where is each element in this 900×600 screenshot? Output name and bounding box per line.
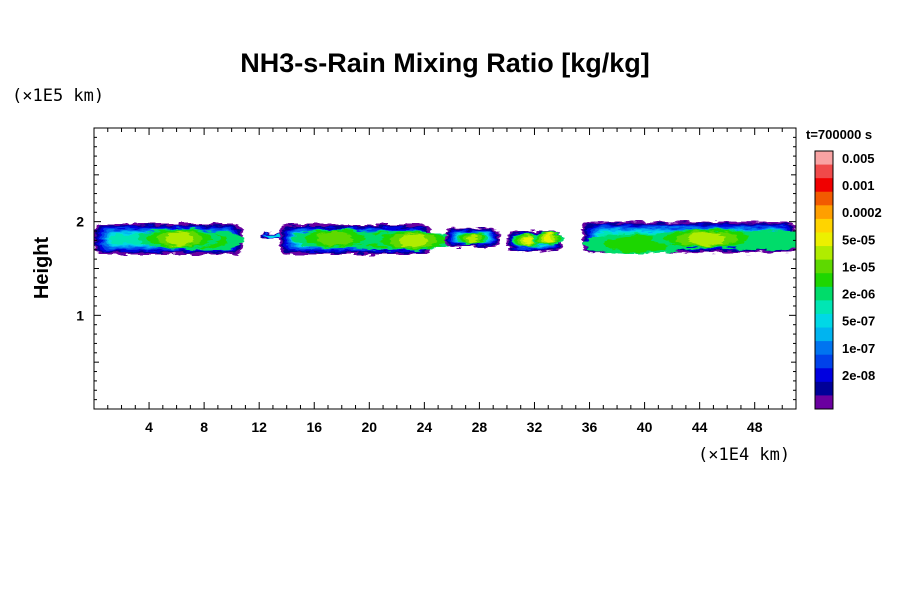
x-tick-label: 40 — [637, 419, 653, 435]
x-tick-label: 16 — [306, 419, 322, 435]
cloud-region — [279, 224, 456, 255]
cloud-region — [506, 231, 564, 252]
colorbar-swatch — [815, 218, 833, 233]
colorbar-labels: 0.005 0.001 0.0002 5e-05 1e-05 2e-06 5e-07 1e-0… — [842, 151, 882, 383]
y-tick-labels: 12 — [76, 214, 84, 324]
chart-title: NH3-s-Rain Mixing Ratio [kg/kg] — [240, 48, 650, 78]
colorbar-swatch — [815, 327, 833, 342]
x-tick-label: 12 — [251, 419, 267, 435]
cloud-core — [688, 231, 725, 246]
colorbar-label: 5e-07 — [842, 314, 875, 329]
x-tick-label: 44 — [692, 419, 708, 435]
colorbar-swatch — [815, 341, 833, 356]
plot-axes — [93, 127, 797, 410]
plot-frame — [93, 127, 797, 410]
colorbar-label: 0.001 — [842, 178, 875, 193]
colorbar-swatch — [815, 151, 833, 165]
y-tick-label: 2 — [76, 214, 84, 230]
colorbar-frame — [814, 150, 834, 410]
x-tick-label: 8 — [200, 419, 208, 435]
cloud-core — [399, 233, 428, 248]
x-unit-label: (×1E4 km) — [698, 445, 790, 465]
cloud-core — [544, 234, 553, 243]
y-unit-label: (×1E5 km) — [12, 86, 104, 106]
y-tick-label: 1 — [76, 307, 84, 323]
cloud-core — [316, 231, 354, 246]
colorbar-swatch — [815, 368, 833, 383]
colorbar-swatch — [815, 381, 833, 396]
colorbar-swatch — [815, 273, 833, 288]
colorbar-label: 2e-08 — [842, 368, 875, 383]
x-tick-label: 20 — [362, 419, 378, 435]
colorbar — [814, 150, 834, 410]
colorbar-label: 1e-05 — [842, 259, 875, 274]
colorbar-swatch — [815, 300, 833, 315]
colorbar-swatch — [815, 178, 833, 193]
cloud-core — [467, 234, 478, 243]
x-tick-label: 32 — [527, 419, 543, 435]
colorbar-swatch — [815, 354, 833, 369]
colorbar-swatch — [815, 313, 833, 328]
cloud-core — [523, 235, 532, 245]
time-label: t=700000 s — [806, 127, 872, 142]
cloud-region — [582, 221, 796, 255]
cloud-band — [266, 234, 280, 237]
x-tick-label: 28 — [472, 419, 488, 435]
x-tick-label: 24 — [417, 419, 433, 435]
cloud-core — [165, 231, 194, 246]
heatmap-field — [94, 221, 796, 255]
cloud-region — [94, 223, 245, 255]
colorbar-label: 0.005 — [842, 151, 875, 166]
x-tick-label: 48 — [747, 419, 763, 435]
cloud-region — [261, 232, 284, 239]
colorbar-label: 1e-07 — [842, 341, 875, 356]
x-tick-label: 36 — [582, 419, 598, 435]
colorbar-label: 0.0002 — [842, 205, 882, 220]
colorbar-swatch — [815, 246, 833, 261]
colorbar-swatch — [815, 191, 833, 206]
x-tick-labels: 4 8 12 16 20 24 28 32 36 40 44 48 — [145, 419, 763, 435]
colorbar-swatch — [815, 205, 833, 220]
colorbar-label: 2e-06 — [842, 287, 875, 302]
colorbar-swatch — [815, 395, 833, 410]
colorbar-swatch — [815, 164, 833, 179]
colorbar-swatch — [815, 232, 833, 247]
y-axis-label: Height — [31, 237, 53, 300]
colorbar-label: 5e-05 — [842, 232, 875, 247]
cloud-region — [445, 228, 501, 247]
colorbar-swatch — [815, 259, 833, 274]
colorbar-swatch — [815, 286, 833, 301]
x-tick-label: 4 — [145, 419, 153, 435]
